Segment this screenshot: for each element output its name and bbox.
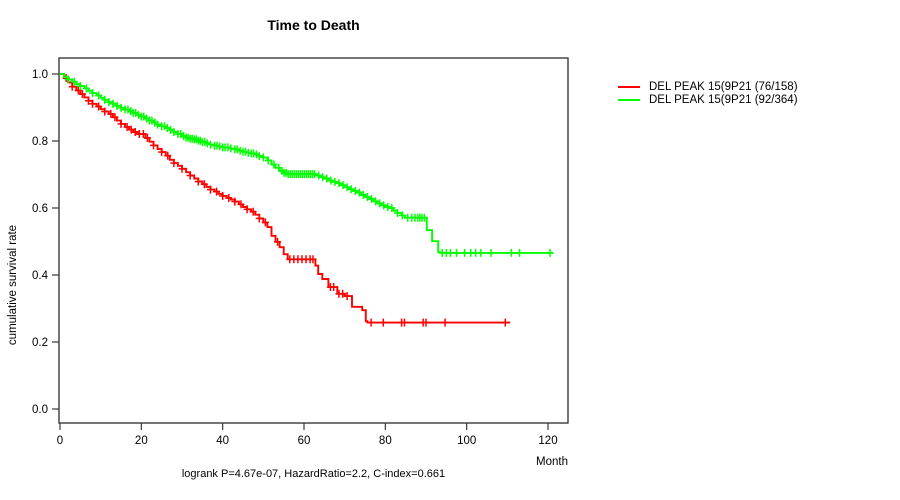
x-tick-label: 40 — [216, 435, 229, 447]
x-tick-label: 20 — [135, 435, 148, 447]
x-tick-label: 0 — [57, 435, 63, 447]
x-tick-label: 100 — [457, 435, 476, 447]
y-tick-label: 0.6 — [32, 203, 48, 215]
legend-label: DEL PEAK 15(9P21 (92/364) — [649, 93, 798, 106]
plot-border — [58, 57, 569, 424]
legend-item-red: DEL PEAK 15(9P21 (76/158) — [618, 80, 798, 93]
legend-item-green: DEL PEAK 15(9P21 (92/364) — [618, 93, 798, 106]
stats-annotation: logrank P=4.67e-07, HazardRatio=2.2, C-i… — [181, 468, 446, 480]
x-tick-label: 80 — [379, 435, 392, 447]
x-axis-label: Month — [536, 456, 568, 468]
y-axis-label: cumulative survival rate — [7, 224, 19, 346]
y-tick-label: 0.4 — [32, 270, 49, 282]
green-line-swatch — [618, 98, 640, 101]
x-tick-label: 120 — [538, 435, 557, 447]
red-line-swatch — [618, 85, 640, 88]
survival-curve-green — [60, 73, 554, 254]
legend-label: DEL PEAK 15(9P21 (76/158) — [649, 80, 798, 93]
y-tick-label: 0.8 — [32, 136, 48, 148]
page-title: Time to Death — [267, 17, 360, 33]
legend: DEL PEAK 15(9P21 (76/158) DEL PEAK 15(9P… — [618, 80, 798, 106]
y-tick-label: 0.0 — [32, 404, 48, 416]
x-tick-label: 60 — [298, 435, 311, 447]
y-tick-label: 1.0 — [32, 69, 48, 81]
y-tick-label: 0.2 — [32, 337, 48, 349]
